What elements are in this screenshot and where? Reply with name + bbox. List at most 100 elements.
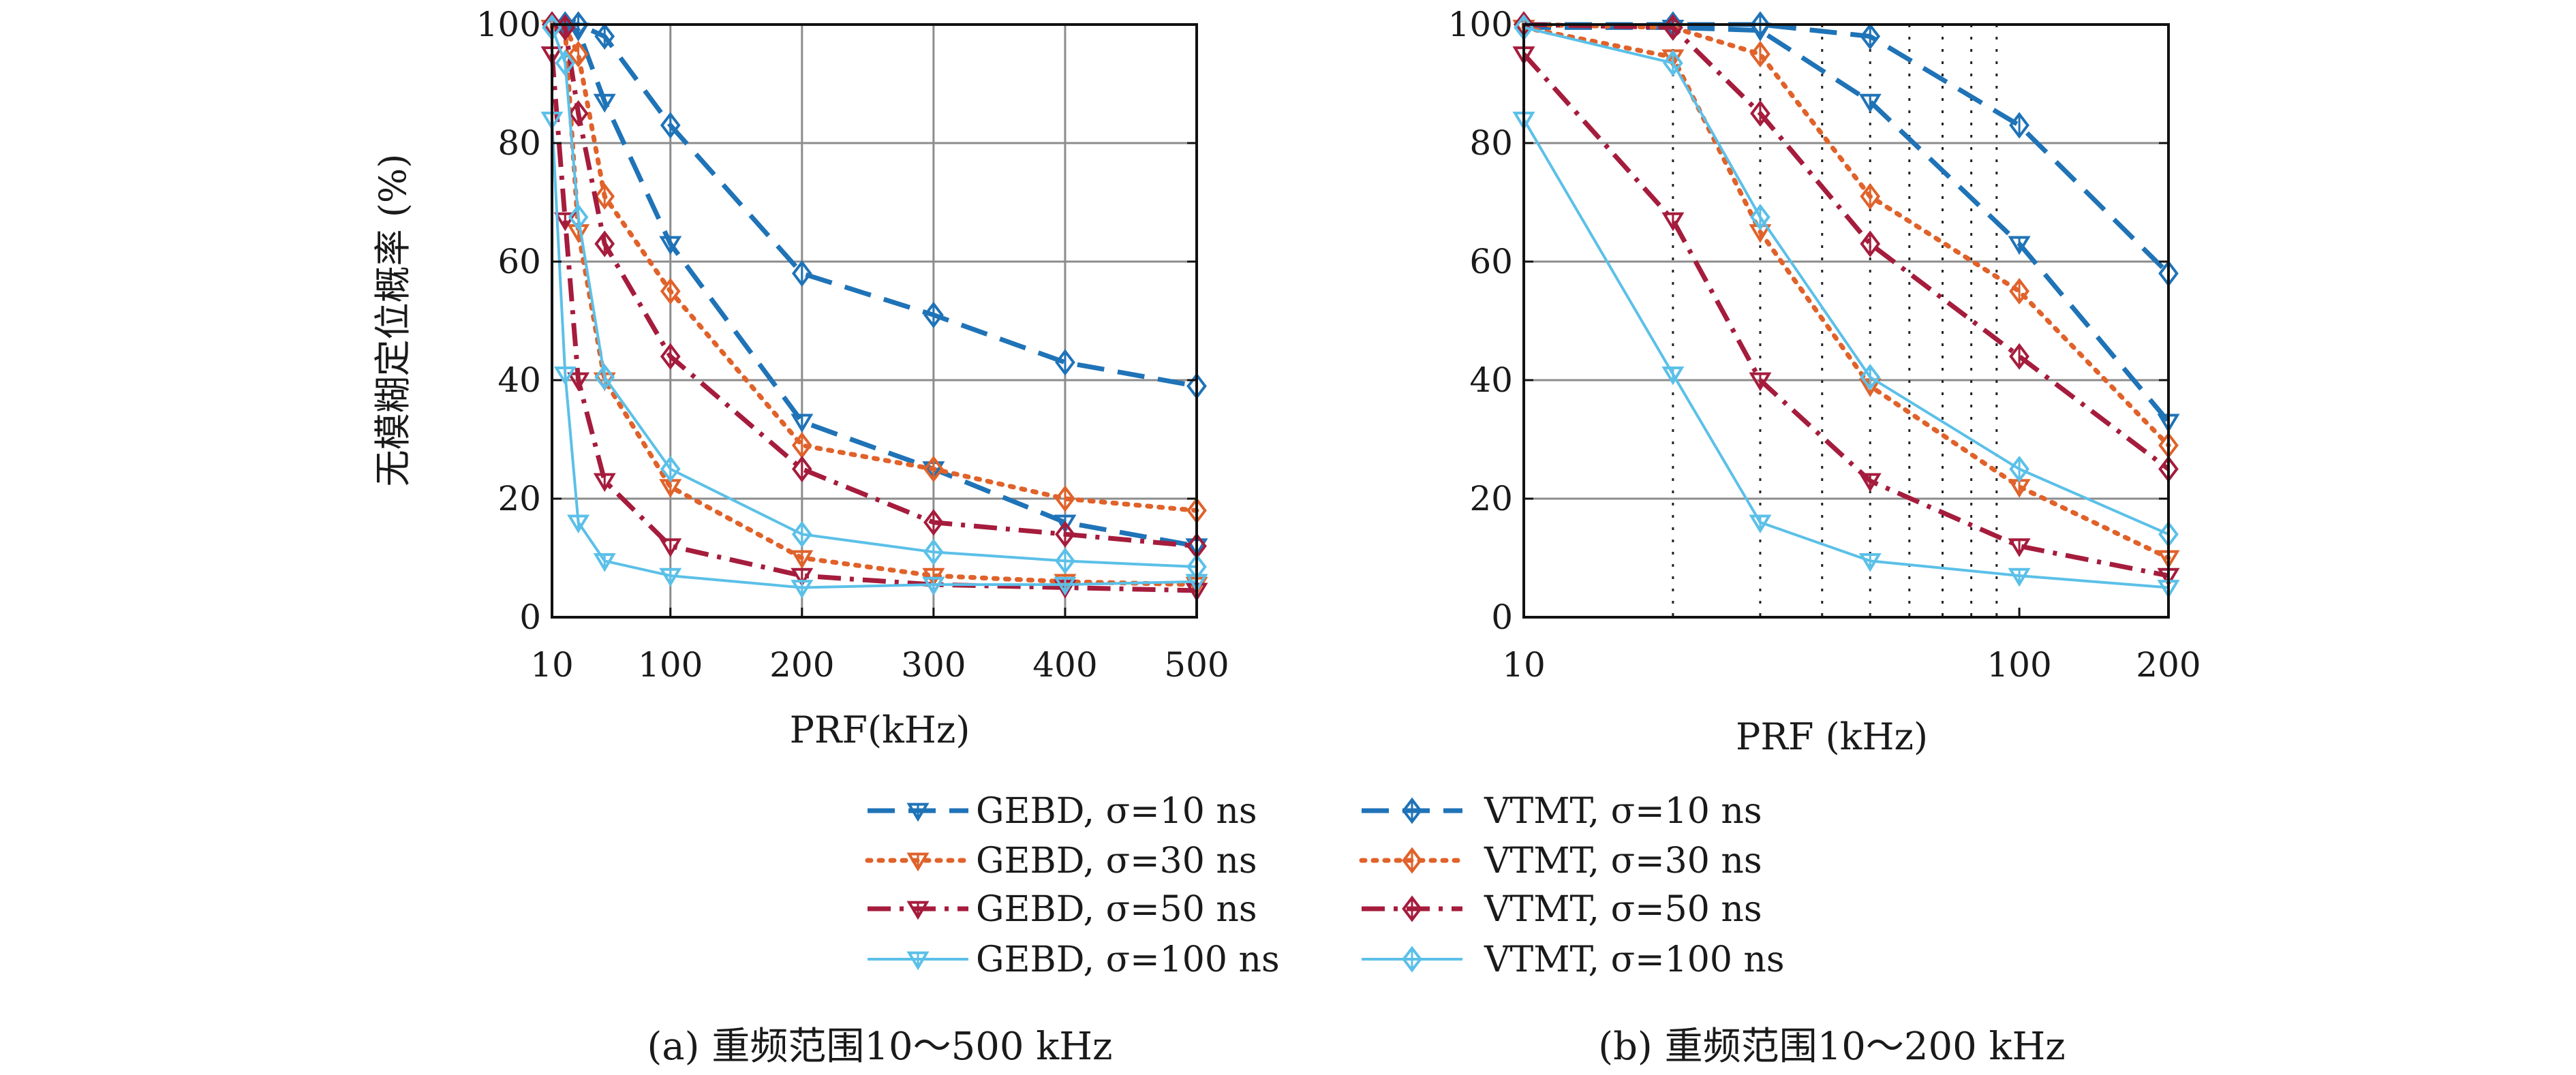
data-point-a-5-3 xyxy=(594,183,615,210)
series-line-b-4 xyxy=(1524,22,2171,275)
legend-label-2: GEBD, σ=50 ns xyxy=(976,889,1257,930)
legend-item-1: GEBD, σ=30 ns xyxy=(865,841,1257,882)
data-point-a-5-2 xyxy=(568,40,589,68)
legend-marker-5 xyxy=(1402,847,1422,874)
legend-marker-3 xyxy=(906,951,930,971)
x-tick-label-a-2: 200 xyxy=(769,645,834,685)
legend-item-4: VTMT, σ=10 ns xyxy=(1362,791,1762,832)
y-tick-label-b-3: 60 xyxy=(1469,242,1513,281)
legend-item-7: VTMT, σ=100 ns xyxy=(1362,939,1785,980)
legend-label-0: GEBD, σ=10 ns xyxy=(976,791,1257,832)
x-tick-label-a-0: 10 xyxy=(530,645,574,685)
caption-b: (b) 重频范围10～200 kHz xyxy=(1598,1025,2066,1069)
legend-marker-4 xyxy=(1402,797,1422,824)
chart-b: 0 20 40 60 80 100 10 100 200 xyxy=(1448,5,2201,685)
series-line-b-3 xyxy=(1522,119,2169,589)
data-point-a-3-7 xyxy=(1054,576,1077,596)
y-tick-label-a-3: 60 xyxy=(497,242,541,281)
series-line-b-6 xyxy=(1523,22,2171,471)
data-point-a-6-5 xyxy=(791,455,812,483)
data-point-a-4-3 xyxy=(594,22,615,50)
data-point-a-3-5 xyxy=(791,580,814,599)
data-point-b-0-4 xyxy=(2008,236,2031,255)
legend-item-2: GEBD, σ=50 ns xyxy=(868,889,1257,930)
legend-item-3: GEBD, σ=100 ns xyxy=(868,939,1280,980)
data-point-a-4-6 xyxy=(923,301,944,328)
data-point-b-2-4 xyxy=(2008,538,2031,557)
legend-label-4: VTMT, σ=10 ns xyxy=(1484,791,1762,832)
series-line-b-0 xyxy=(1524,25,2171,424)
data-point-a-4-7 xyxy=(1055,349,1075,376)
data-point-a-3-4 xyxy=(659,567,682,587)
data-point-b-7-1 xyxy=(1663,49,1683,77)
data-point-a-6-6 xyxy=(923,509,944,536)
data-point-a-6-4 xyxy=(660,343,681,370)
data-point-a-2-2 xyxy=(567,372,590,392)
series-line-a-6 xyxy=(551,22,1197,549)
data-point-a-0-3 xyxy=(593,93,616,113)
data-point-b-3-4 xyxy=(2008,567,2031,587)
data-point-a-6-3 xyxy=(594,230,615,258)
data-point-a-6-7 xyxy=(1055,520,1075,548)
x-tick-label-b-2: 200 xyxy=(2136,645,2201,685)
legend-label-3: GEBD, σ=100 ns xyxy=(976,939,1280,980)
legend-label-1: GEBD, σ=30 ns xyxy=(976,841,1257,882)
data-point-a-6-2 xyxy=(568,99,589,127)
legend-marker-6 xyxy=(1402,895,1422,922)
data-point-b-7-4 xyxy=(2009,455,2029,483)
series-line-b-7 xyxy=(1523,26,2169,536)
plot-frame-a xyxy=(551,23,1198,619)
data-point-a-7-6 xyxy=(923,538,944,565)
data-point-a-2-1 xyxy=(553,212,577,232)
data-point-a-2-4 xyxy=(659,538,682,557)
data-point-b-5-4 xyxy=(2009,277,2029,305)
data-point-b-3-1 xyxy=(1661,366,1685,386)
legend-item-6: VTMT, σ=50 ns xyxy=(1362,889,1762,930)
legend-label-5: VTMT, σ=30 ns xyxy=(1484,841,1762,882)
x-tick-label-b-1: 100 xyxy=(1987,645,2051,685)
data-point-a-1-5 xyxy=(791,550,814,570)
legend-item-5: VTMT, σ=30 ns xyxy=(1359,841,1762,882)
legend-label-7: VTMT, σ=100 ns xyxy=(1484,939,1785,980)
x-tick-label-a-1: 100 xyxy=(638,645,703,685)
data-point-a-5-4 xyxy=(660,277,681,305)
data-point-a-4-5 xyxy=(791,260,812,287)
data-point-b-7-2 xyxy=(1750,204,1770,231)
data-point-a-0-5 xyxy=(791,414,814,433)
data-point-b-6-2 xyxy=(1750,99,1770,127)
series-line-a-3 xyxy=(551,119,1197,589)
y-tick-label-b-5: 100 xyxy=(1448,5,1513,44)
series-line-a-7 xyxy=(551,27,1197,569)
plot-frame-b xyxy=(1522,23,2170,619)
data-point-a-3-1 xyxy=(553,366,577,386)
data-point-a-5-6 xyxy=(923,455,944,483)
x-tick-label-a-3: 300 xyxy=(901,645,966,685)
legend-marker-0 xyxy=(906,803,930,822)
data-point-a-7-3 xyxy=(594,364,615,391)
data-point-b-0-3 xyxy=(1858,93,1882,113)
x-tick-label-a-5: 500 xyxy=(1164,645,1229,685)
data-point-b-7-3 xyxy=(1860,364,1881,391)
legend-item-0: GEBD, σ=10 ns xyxy=(868,791,1257,832)
y-tick-label-a-0: 0 xyxy=(519,597,541,637)
data-point-a-7-4 xyxy=(660,455,681,483)
data-point-a-3-3 xyxy=(593,552,616,572)
y-tick-label-a-1: 20 xyxy=(497,479,541,518)
chart-a: 0 20 40 60 80 100 10 100 200 300 400 500 xyxy=(476,5,1229,685)
legend-label-6: VTMT, σ=50 ns xyxy=(1484,889,1762,930)
data-point-a-4-4 xyxy=(660,112,681,139)
y-tick-label-a-5: 100 xyxy=(476,5,541,44)
y-tick-label-b-0: 0 xyxy=(1491,597,1513,637)
data-point-b-4-4 xyxy=(2009,112,2029,139)
series-line-b-1 xyxy=(1521,25,2171,561)
legend-marker-2 xyxy=(906,901,930,920)
data-point-a-7-7 xyxy=(1055,547,1075,574)
data-point-b-4-3 xyxy=(1860,22,1881,50)
series-line-b-2 xyxy=(1522,52,2169,578)
data-point-b-3-3 xyxy=(1858,552,1882,572)
x-tick-label-a-4: 400 xyxy=(1032,645,1097,685)
data-point-a-7-2 xyxy=(568,204,589,231)
data-point-a-5-7 xyxy=(1055,485,1075,512)
y-tick-label-b-1: 20 xyxy=(1469,479,1513,518)
data-point-a-3-2 xyxy=(567,514,590,534)
